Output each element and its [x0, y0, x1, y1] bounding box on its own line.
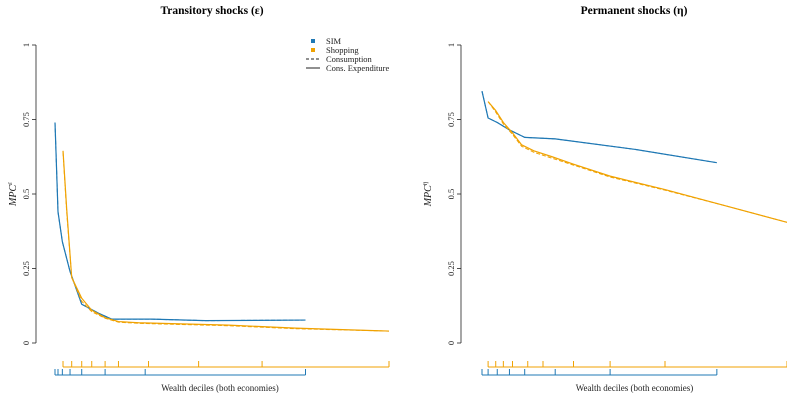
y-axis-label-superscript: ε: [6, 182, 14, 185]
x-axis-label: Wealth deciles (both economies): [576, 383, 693, 393]
legend-swatch-sim: [311, 39, 315, 43]
y-axis-label-superscript: η: [421, 181, 429, 185]
legend-label: Shopping: [326, 45, 359, 55]
series-line-shopping-solid: [62, 150, 390, 332]
y-tick-label: 0: [21, 341, 31, 345]
y-axis-label: MPCε: [6, 182, 19, 207]
y-axis-label-main: MPC: [423, 185, 434, 207]
panel-permanent: Permanent shocks (η) 0 0.25 0.5 0.75 1 MPCη Wea…: [421, 5, 787, 393]
y-tick-label: 0.25: [446, 261, 456, 276]
y-tick-label: 0: [446, 341, 456, 345]
series-line-shopping-dashed: [487, 101, 787, 223]
legend-label: SIM: [326, 36, 342, 46]
legend-swatch-shopping: [311, 48, 315, 52]
series-line-shopping-dashed: [62, 152, 390, 332]
panel-transitory: Transitory shocks (ε) 0 0.25 0.5 0.75 1 MPCε We…: [6, 5, 390, 393]
y-tick-label: 0.5: [446, 189, 456, 200]
y-tick-label: 0.75: [21, 112, 31, 127]
series-line-shopping-solid: [487, 101, 787, 223]
series-line-sim-dashed: [54, 122, 306, 322]
chart-title: Permanent shocks (η): [581, 5, 688, 17]
y-tick-label: 0.25: [21, 261, 31, 276]
chart-title: Transitory shocks (ε): [160, 5, 263, 17]
series-line-sim-solid: [481, 91, 717, 164]
legend-label: Cons. Expenditure: [326, 63, 389, 73]
y-tick-label: 0.5: [21, 189, 31, 200]
y-axis-label: MPCη: [421, 181, 434, 207]
series-line-sim-dashed: [481, 91, 717, 164]
series-line-sim-solid: [54, 122, 306, 322]
y-tick-label: 1: [446, 43, 456, 47]
legend-label: Consumption: [326, 54, 373, 64]
y-tick-label: 1: [21, 43, 31, 47]
x-axis-label: Wealth deciles (both economies): [161, 383, 278, 393]
y-axis-label-main: MPC: [8, 184, 19, 206]
y-tick-label: 0.75: [446, 112, 456, 127]
